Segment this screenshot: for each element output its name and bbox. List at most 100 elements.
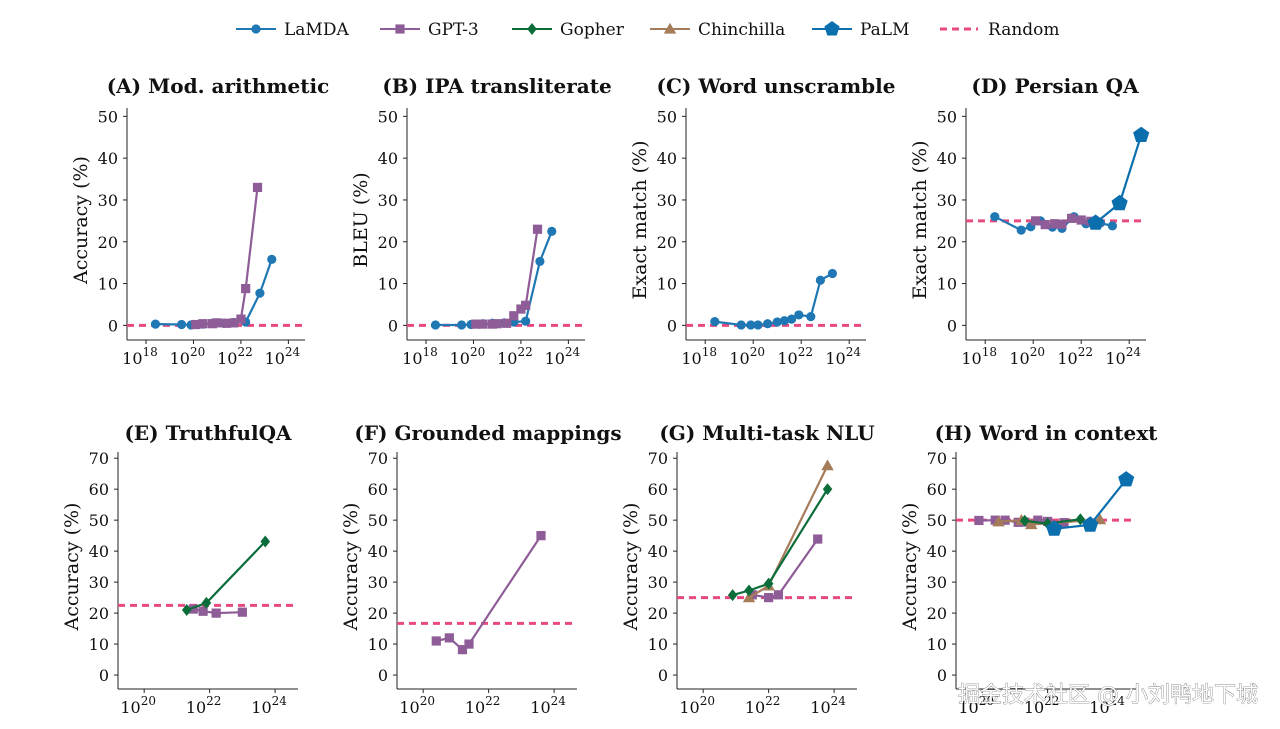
legend-item-palm: PaLM <box>812 20 910 40</box>
data-point <box>464 639 474 649</box>
data-point <box>744 584 754 597</box>
y-tick-label: 10 <box>98 275 118 294</box>
y-tick-label: 0 <box>388 316 398 335</box>
data-point <box>822 483 833 496</box>
data-point <box>753 320 763 330</box>
data-point <box>521 316 531 326</box>
data-point <box>1019 514 1030 527</box>
y-tick-label: 50 <box>657 107 677 126</box>
x-tick-label: 1020 <box>729 345 765 368</box>
y-tick-label: 30 <box>937 191 957 210</box>
y-tick-label: 40 <box>378 149 398 168</box>
data-point <box>794 310 804 320</box>
y-tick-label: 10 <box>368 635 388 654</box>
data-point <box>547 226 557 236</box>
panel-title: (D) Persian QA <box>971 74 1139 98</box>
data-point <box>1050 219 1060 229</box>
y-tick-label: 50 <box>368 511 388 530</box>
data-point <box>763 577 774 590</box>
data-point <box>431 636 441 646</box>
data-point <box>1016 225 1026 235</box>
data-point <box>521 300 531 310</box>
y-tick-label: 60 <box>648 480 668 499</box>
x-tick-label: 1020 <box>450 345 486 368</box>
legend-label: Chinchilla <box>698 20 785 40</box>
y-tick-label: 30 <box>98 191 118 210</box>
y-tick-label: 30 <box>927 573 947 592</box>
legend-item-random: Random <box>940 20 1060 40</box>
x-tick-label: 1022 <box>217 345 253 368</box>
panel-title: (F) Grounded mappings <box>354 421 621 445</box>
x-tick-label: 1018 <box>402 345 438 368</box>
y-tick-label: 30 <box>378 191 398 210</box>
data-point <box>536 531 546 541</box>
data-point <box>457 645 468 655</box>
data-point <box>181 604 192 616</box>
y-tick-label: 60 <box>368 480 388 499</box>
data-point <box>710 317 720 327</box>
data-point <box>444 633 454 643</box>
y-tick-label: 50 <box>98 107 118 126</box>
legend-item-lamda: LaMDA <box>236 20 349 40</box>
series-gpt-3 <box>431 531 546 655</box>
legend-label: Random <box>988 20 1060 40</box>
y-tick-label: 0 <box>108 316 118 335</box>
legend: LaMDA GPT-3 Gopher Chinchilla PaLM Random <box>236 20 1060 40</box>
data-point <box>176 319 187 330</box>
data-point <box>806 311 816 322</box>
y-tick-label: 60 <box>927 480 947 499</box>
x-tick-label: 1022 <box>497 345 533 368</box>
data-point <box>150 319 161 329</box>
data-point <box>815 275 826 285</box>
y-tick-label: 20 <box>648 604 668 623</box>
legend-item-gpt-3: GPT-3 <box>380 20 479 40</box>
y-tick-label: 20 <box>378 233 398 252</box>
data-point <box>478 319 488 329</box>
x-tick-label: 1024 <box>530 694 566 717</box>
data-point <box>974 515 984 526</box>
data-point <box>772 317 782 327</box>
data-point <box>471 319 481 329</box>
x-tick-label: 1024 <box>825 345 861 368</box>
x-tick-label: 1022 <box>777 345 813 368</box>
data-point <box>191 319 201 330</box>
series-line <box>186 540 267 612</box>
series-palm <box>1046 471 1135 536</box>
y-tick-label: 10 <box>927 635 947 654</box>
y-axis-label: Accuracy (%) <box>620 503 642 632</box>
x-tick-label: 1024 <box>251 694 287 717</box>
data-point <box>201 596 212 609</box>
panel-title: (A) Mod. arithmetic <box>107 74 330 98</box>
data-point <box>492 319 502 329</box>
y-tick-label: 0 <box>947 316 957 335</box>
data-point <box>990 212 1000 222</box>
y-axis-label: BLEU (%) <box>350 172 372 267</box>
y-tick-label: 50 <box>378 107 398 126</box>
y-tick-label: 70 <box>648 449 668 468</box>
panel-title: (B) IPA transliterate <box>382 74 611 98</box>
y-tick-label: 0 <box>99 666 109 685</box>
y-tick-label: 40 <box>368 542 388 561</box>
x-tick-label: 1020 <box>120 694 156 717</box>
data-point <box>736 320 746 330</box>
y-tick-label: 20 <box>937 233 957 252</box>
y-tick-label: 50 <box>648 511 668 530</box>
series-lamda <box>430 226 557 330</box>
legend-label: LaMDA <box>284 20 349 40</box>
data-point <box>255 288 265 298</box>
y-tick-label: 40 <box>89 542 109 561</box>
series-line <box>732 488 829 597</box>
series-gopher <box>181 535 271 616</box>
data-point <box>516 304 526 314</box>
data-point <box>212 318 222 328</box>
data-point <box>532 224 543 234</box>
panel-title: (G) Multi-task NLU <box>659 421 874 445</box>
watermark: 掘金技术社区 @ 小刘鸭地下城 <box>958 683 1258 708</box>
data-point <box>1118 471 1135 487</box>
y-tick-label: 0 <box>658 666 668 685</box>
